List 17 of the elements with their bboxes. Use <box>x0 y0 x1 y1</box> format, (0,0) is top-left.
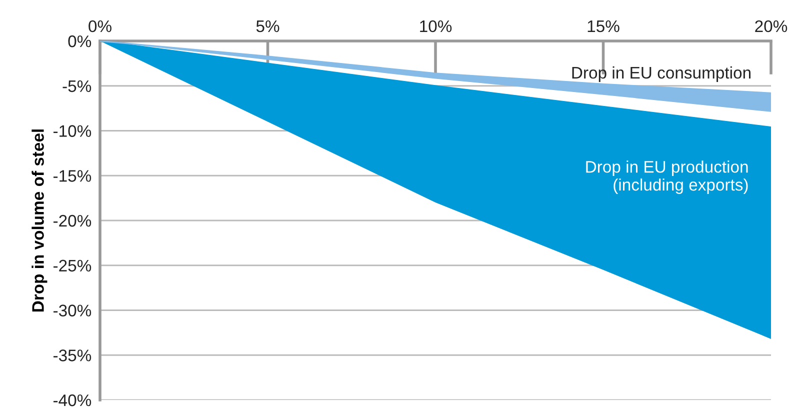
y-tick-label: -35% <box>54 350 92 362</box>
x-tick-label: 20% <box>755 20 788 32</box>
x-tick-label: 5% <box>256 20 280 32</box>
text: Drop in EU production (including exports) <box>586 160 748 194</box>
y-tick-label: -20% <box>54 214 92 227</box>
y-tick-label: -40% <box>54 394 92 406</box>
y-tick-label: -25% <box>54 260 92 272</box>
y-tick-label: -30% <box>54 304 92 316</box>
y-axis-title: Drop in volume of steel <box>32 130 48 312</box>
y-tick-label: -5% <box>62 80 92 92</box>
y-tick-label: 0% <box>68 35 92 48</box>
x-tick-label: 10% <box>420 20 452 32</box>
series-label: Drop in EU consumption <box>572 66 750 82</box>
x-tick-label: 15% <box>588 20 620 32</box>
y-tick-label: -15% <box>54 170 92 182</box>
y-tick-label: -10% <box>54 125 92 137</box>
x-tick-label: 0% <box>88 20 112 32</box>
